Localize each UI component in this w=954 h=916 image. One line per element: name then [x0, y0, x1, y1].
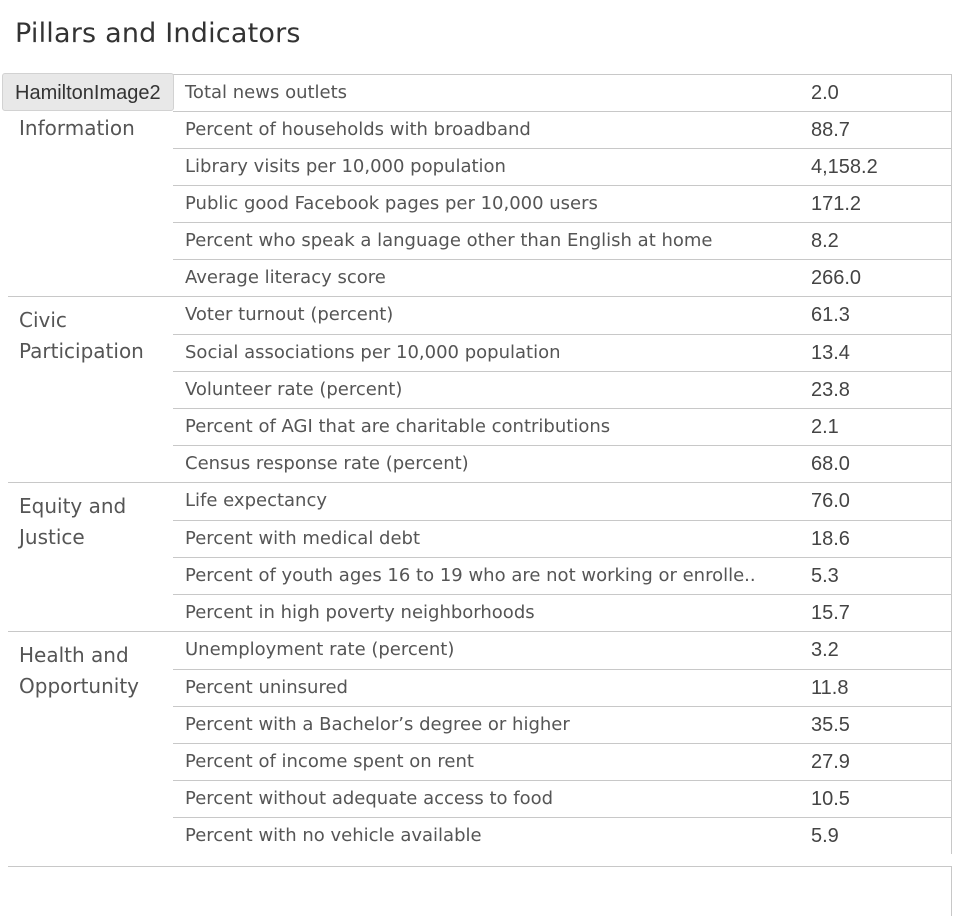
indicator-label: Percent of income spent on rent: [185, 751, 474, 772]
pillar-group-health-and-opportunity: Health and Opportunity Unemployment rate…: [8, 631, 952, 854]
table-row[interactable]: Percent of households with broadband 88.…: [173, 111, 951, 148]
image-tooltip: HamiltonImage2: [2, 73, 174, 111]
table-row[interactable]: Percent with medical debt 18.6: [173, 520, 951, 557]
indicator-label: Percent with no vehicle available: [185, 825, 482, 846]
table-row[interactable]: Percent of AGI that are charitable contr…: [173, 408, 951, 445]
table-row[interactable]: Census response rate (percent) 68.0: [173, 445, 951, 482]
table-row[interactable]: Percent in high poverty neighborhoods 15…: [173, 594, 951, 631]
indicator-value: 2.1: [811, 416, 839, 438]
indicator-rows: Unemployment rate (percent) 3.2 Percent …: [173, 632, 952, 854]
indicator-value: 23.8: [811, 379, 850, 401]
table-row[interactable]: Percent of youth ages 16 to 19 who are n…: [173, 557, 951, 594]
indicator-label: Unemployment rate (percent): [185, 639, 455, 660]
indicator-label: Percent without adequate access to food: [185, 788, 554, 809]
table-row[interactable]: Average literacy score 266.0: [173, 259, 951, 296]
table-row[interactable]: Voter turnout (percent) 61.3: [173, 297, 951, 334]
indicator-value: 11.8: [811, 677, 849, 699]
indicator-value: 15.7: [811, 602, 850, 624]
indicator-label: Volunteer rate (percent): [185, 379, 403, 400]
table-bottom-divider: [8, 866, 952, 867]
indicator-label: Voter turnout (percent): [185, 304, 394, 325]
table-row[interactable]: Volunteer rate (percent) 23.8: [173, 371, 951, 408]
indicator-label: Percent of households with broadband: [185, 119, 531, 140]
indicator-label: Percent of AGI that are charitable contr…: [185, 416, 611, 437]
pillar-label: Equity and Justice: [19, 494, 127, 549]
table-row[interactable]: Social associations per 10,000 populatio…: [173, 334, 951, 371]
indicator-label: Census response rate (percent): [185, 453, 469, 474]
indicator-label: Total news outlets: [185, 82, 348, 103]
indicator-value: 3.2: [811, 639, 839, 661]
table-row[interactable]: Percent uninsured 11.8: [173, 669, 951, 706]
table-row[interactable]: Percent with a Bachelor’s degree or high…: [173, 706, 951, 743]
indicator-rows: Life expectancy 76.0 Percent with medica…: [173, 483, 952, 631]
pillar-group-civic-participation: Civic Participation Voter turnout (perce…: [8, 296, 952, 482]
table-row[interactable]: Unemployment rate (percent) 3.2: [173, 632, 951, 669]
table-row[interactable]: Percent who speak a language other than …: [173, 222, 951, 259]
pillar-group-access-to-information: Access to Information Total news outlets…: [8, 74, 952, 296]
indicator-value: 35.5: [811, 714, 850, 736]
pillar-group-equity-and-justice: Equity and Justice Life expectancy 76.0 …: [8, 482, 952, 631]
indicator-value: 2.0: [811, 82, 839, 104]
indicator-value: 76.0: [811, 490, 850, 512]
indicator-label: Percent of youth ages 16 to 19 who are n…: [185, 565, 756, 586]
indicator-value: 27.9: [811, 751, 850, 773]
table-row[interactable]: Public good Facebook pages per 10,000 us…: [173, 185, 951, 222]
page-title: Pillars and Indicators: [15, 18, 301, 49]
indicator-label: Percent in high poverty neighborhoods: [185, 602, 535, 623]
indicator-value: 266.0: [811, 267, 862, 289]
table-row[interactable]: Library visits per 10,000 population 4,1…: [173, 148, 951, 185]
indicator-label: Social associations per 10,000 populatio…: [185, 342, 561, 363]
indicator-value: 5.3: [811, 565, 839, 587]
indicator-label: Average literacy score: [185, 267, 386, 288]
indicator-value: 68.0: [811, 453, 850, 475]
pillars-table: Access to Information Total news outlets…: [8, 74, 952, 854]
pillar-label: Health and Opportunity: [19, 643, 140, 698]
indicator-label: Percent with medical debt: [185, 528, 421, 549]
table-row[interactable]: Percent without adequate access to food …: [173, 780, 951, 817]
table-row[interactable]: Percent of income spent on rent 27.9: [173, 743, 951, 780]
indicator-value: 4,158.2: [811, 156, 878, 178]
table-row[interactable]: Total news outlets 2.0: [173, 74, 951, 111]
indicator-label: Life expectancy: [185, 490, 328, 511]
indicator-rows: Total news outlets 2.0 Percent of househ…: [173, 74, 952, 296]
indicator-label: Public good Facebook pages per 10,000 us…: [185, 193, 598, 214]
table-row[interactable]: Percent with no vehicle available 5.9: [173, 817, 951, 854]
indicator-value: 10.5: [811, 788, 850, 810]
indicator-value: 61.3: [811, 304, 850, 326]
indicator-label: Percent with a Bachelor’s degree or high…: [185, 714, 570, 735]
table-right-edge: [951, 866, 952, 916]
table-row[interactable]: Life expectancy 76.0: [173, 483, 951, 520]
indicator-label: Library visits per 10,000 population: [185, 156, 506, 177]
indicator-value: 88.7: [811, 119, 850, 141]
indicator-label: Percent uninsured: [185, 677, 348, 698]
indicator-value: 5.9: [811, 825, 839, 847]
indicator-value: 18.6: [811, 528, 850, 550]
indicator-value: 13.4: [811, 342, 850, 364]
pillar-label: Civic Participation: [19, 308, 144, 363]
indicator-value: 171.2: [811, 193, 862, 215]
indicator-value: 8.2: [811, 230, 839, 252]
indicator-rows: Voter turnout (percent) 61.3 Social asso…: [173, 297, 952, 482]
indicator-label: Percent who speak a language other than …: [185, 230, 713, 251]
